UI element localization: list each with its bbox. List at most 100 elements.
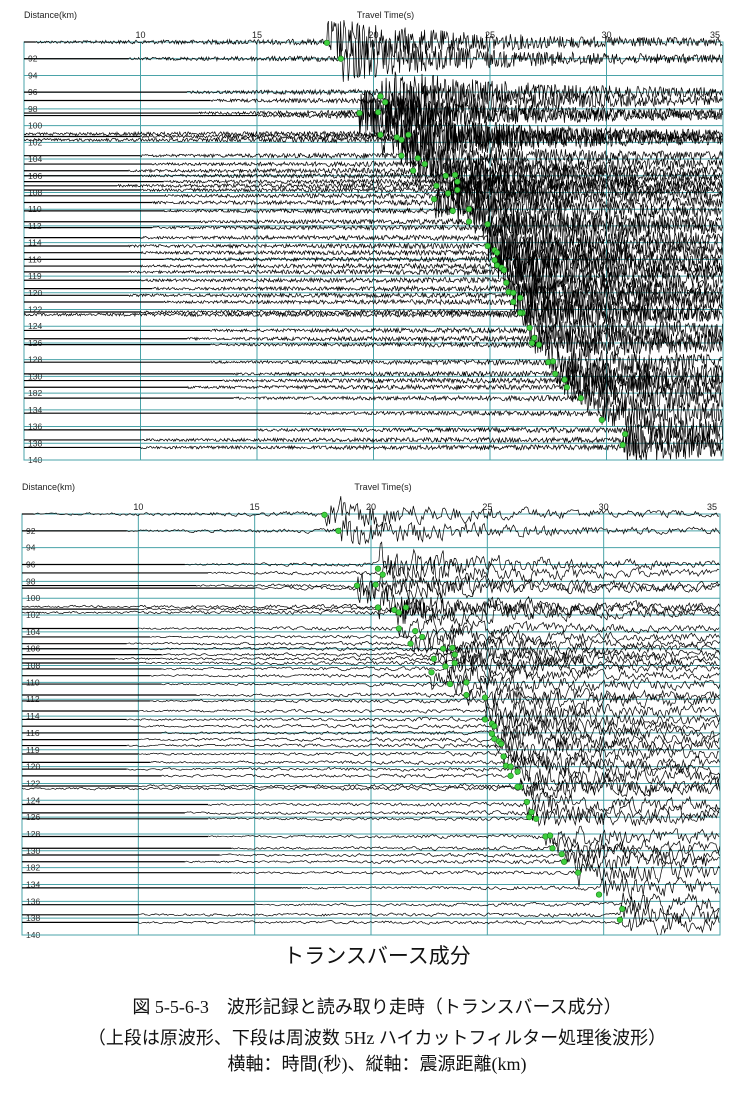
travel-time-pick: [405, 131, 412, 138]
waveform-trace: [254, 892, 720, 916]
x-tick-label: 30: [601, 30, 611, 40]
y-tick-label: 122: [28, 305, 42, 315]
x-tick-label: 20: [366, 502, 376, 512]
travel-time-pick: [528, 808, 535, 816]
travel-time-pick: [449, 644, 456, 651]
x-tick-label: 25: [482, 502, 492, 512]
travel-time-pick: [493, 249, 501, 256]
component-title: トランスバース成分: [283, 944, 471, 968]
waveform-trace: [208, 555, 720, 587]
waveform-trace: [231, 837, 720, 862]
travel-time-pick: [377, 131, 384, 138]
y-tick-label: 104: [28, 154, 42, 164]
travel-time-pick: [481, 716, 489, 723]
waveform-trace: [140, 223, 723, 253]
travel-time-pick: [410, 167, 417, 174]
waveform-trace: [149, 687, 720, 713]
y-tick-label: 120: [28, 288, 42, 298]
waveform-trace: [138, 912, 720, 935]
waveform-trace: [256, 92, 723, 138]
figure-caption-line1: 図 5-5-6-3 波形記録と読み取り走時（トランスバース成分）: [132, 997, 622, 1017]
waveform-trace: [187, 71, 723, 116]
travel-time-pick: [535, 341, 543, 348]
travel-time-pick: [374, 604, 382, 611]
waveform-trace: [210, 77, 723, 126]
travel-time-pick: [414, 155, 421, 162]
waveform-trace: [22, 596, 720, 626]
waveform-trace: [33, 496, 720, 528]
waveform-trace: [140, 251, 723, 281]
y-tick-label: 112: [26, 694, 40, 704]
waveform-trace: [184, 541, 720, 582]
waveform-trace: [161, 644, 720, 667]
y-tick-label: 104: [26, 627, 40, 637]
waveform-trace: [140, 114, 723, 159]
x-tick-label: 15: [250, 502, 260, 512]
travel-time-pick: [510, 298, 517, 306]
y-tick-label: 126: [28, 338, 42, 348]
waveform-trace: [210, 329, 723, 361]
travel-time-pick: [528, 339, 536, 347]
travel-time-pick: [558, 851, 565, 858]
travel-time-pick: [498, 740, 505, 747]
waveform-plot-filtered: Distance(km) Travel Time(s)10 15 20 25 30 3592…: [21, 482, 721, 940]
travel-time-pick: [442, 172, 449, 179]
y-tick-label: 124: [28, 321, 42, 331]
travel-time-pick: [321, 511, 328, 518]
travel-time-pick: [595, 891, 603, 898]
waveform-trace: [128, 155, 723, 186]
travel-time-pick: [407, 640, 414, 647]
waveform-trace: [138, 740, 720, 766]
y-axis-title: Distance(km): [24, 10, 77, 20]
travel-time-pick: [337, 55, 344, 62]
waveform-trace: [161, 658, 720, 682]
waveform-trace: [219, 840, 720, 865]
y-tick-label: 98: [28, 104, 38, 114]
travel-time-pick: [449, 207, 456, 214]
waveform-trace: [163, 196, 723, 225]
waveform-trace: [256, 414, 723, 444]
travel-time-pick: [500, 753, 507, 760]
waveform-trace: [161, 767, 720, 789]
waveform-trace: [35, 20, 723, 62]
travel-time-pick: [510, 289, 517, 296]
travel-time-pick: [375, 109, 382, 116]
travel-time-pick: [465, 218, 473, 225]
y-tick-label: 108: [28, 187, 42, 197]
y-tick-label: 124: [26, 795, 40, 805]
waveform-trace: [186, 323, 723, 354]
waveform-trace: [128, 39, 723, 82]
travel-time-pick: [484, 242, 491, 250]
y-tick-label: 182: [26, 863, 40, 873]
travel-time-pick: [391, 606, 398, 614]
waveform-trace: [24, 119, 723, 163]
travel-time-pick: [526, 324, 533, 332]
waveform-trace: [140, 264, 723, 296]
x-tick-label: 15: [252, 30, 262, 40]
waveform-trace: [163, 285, 723, 317]
y-tick-label: 102: [28, 137, 42, 147]
y-tick-label: 114: [26, 711, 40, 721]
waveform-trace: [126, 706, 720, 731]
travel-time-pick: [574, 869, 582, 876]
y-axis-title: Distance(km): [22, 482, 75, 492]
travel-time-pick: [398, 136, 405, 143]
y-tick-label: 110: [28, 204, 42, 214]
waveform-trace: [138, 725, 720, 754]
travel-time-pick: [465, 206, 473, 213]
waveform-trace: [152, 213, 723, 243]
y-tick-label: 122: [26, 778, 40, 788]
travel-time-pick: [517, 294, 524, 301]
travel-time-pick: [577, 395, 584, 402]
y-tick-label: 134: [28, 405, 42, 415]
travel-time-pick: [433, 182, 440, 189]
travel-time-pick: [491, 257, 498, 264]
travel-time-pick: [552, 370, 559, 377]
travel-time-pick: [514, 768, 521, 775]
waveform-trace: [198, 90, 723, 136]
travel-time-pick: [451, 659, 458, 667]
travel-time-pick: [484, 221, 491, 228]
x-axis-title: Travel Time(s): [354, 482, 411, 492]
x-tick-label: 10: [133, 502, 143, 512]
waveform-plot-raw: Distance(km) Travel Time(s)10 15 20 25 30 3592…: [23, 10, 724, 465]
